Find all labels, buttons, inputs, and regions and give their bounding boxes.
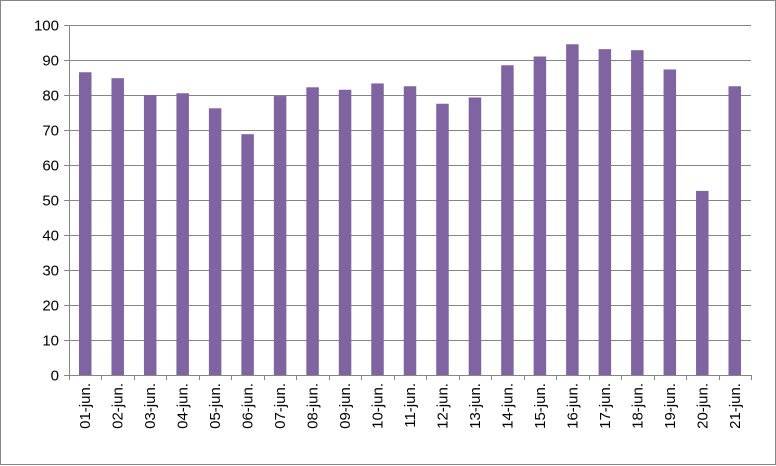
y-tick-label-100: 100 bbox=[34, 18, 59, 35]
x-tick-label-20-jun.: 20-jun. bbox=[694, 383, 711, 429]
x-tick-label-08-jun.: 08-jun. bbox=[305, 383, 322, 429]
x-tick-label-13-jun.: 13-jun. bbox=[467, 383, 484, 429]
bar-02-jun. bbox=[111, 78, 124, 375]
x-tick-label-18-jun.: 18-jun. bbox=[629, 383, 646, 429]
bar-21-jun. bbox=[728, 86, 742, 375]
bar-04-jun. bbox=[176, 93, 189, 375]
bar-09-jun. bbox=[338, 89, 352, 375]
bar-18-jun. bbox=[631, 50, 644, 375]
bar-20-jun. bbox=[696, 190, 709, 375]
bar-05-jun. bbox=[208, 108, 222, 376]
bar-15-jun. bbox=[533, 56, 547, 375]
x-tick-label-04-jun.: 04-jun. bbox=[175, 383, 192, 429]
y-tick-label-70: 70 bbox=[42, 123, 59, 140]
bars bbox=[78, 44, 742, 376]
x-tick-label-05-jun.: 05-jun. bbox=[207, 383, 224, 429]
bar-10-jun. bbox=[371, 83, 384, 375]
y-tick-label-10: 10 bbox=[42, 333, 59, 350]
bar-13-jun. bbox=[468, 97, 482, 375]
x-tick-label-07-jun.: 07-jun. bbox=[272, 383, 289, 429]
y-tick-label-80: 80 bbox=[42, 88, 59, 105]
axes bbox=[69, 25, 751, 376]
bar-19-jun. bbox=[663, 69, 677, 375]
bar-06-jun. bbox=[241, 134, 254, 375]
y-tick-label-60: 60 bbox=[42, 158, 59, 175]
x-tick-label-15-jun.: 15-jun. bbox=[532, 383, 549, 429]
bar-12-jun. bbox=[436, 103, 449, 375]
bar-07-jun. bbox=[273, 96, 287, 376]
bar-01-jun. bbox=[78, 72, 92, 375]
x-tick-label-14-jun.: 14-jun. bbox=[499, 383, 516, 429]
x-tick-label-12-jun.: 12-jun. bbox=[434, 383, 451, 429]
x-tick-label-19-jun.: 19-jun. bbox=[662, 383, 679, 429]
x-tick-label-21-jun.: 21-jun. bbox=[727, 383, 744, 429]
x-axis-ticks: 01-jun. 02-jun. 03-jun. 04-jun. 05-jun. 06-ju… bbox=[69, 375, 752, 429]
bar-03-jun. bbox=[143, 95, 157, 375]
x-tick-label-06-jun.: 06-jun. bbox=[240, 383, 257, 429]
y-tick-label-50: 50 bbox=[42, 193, 59, 210]
y-tick-label-20: 20 bbox=[42, 298, 59, 315]
y-axis-ticks: 0 10 20 30 40 50 60 70 80 90 100 bbox=[34, 18, 69, 385]
bar-11-jun. bbox=[403, 86, 417, 375]
bar-17-jun. bbox=[598, 49, 612, 376]
y-tick-label-40: 40 bbox=[42, 228, 59, 245]
x-tick-label-01-jun.: 01-jun. bbox=[77, 383, 94, 429]
bar-16-jun. bbox=[566, 44, 579, 375]
x-tick-label-10-jun.: 10-jun. bbox=[370, 383, 387, 429]
y-tick-label-90: 90 bbox=[42, 53, 59, 70]
x-tick-label-17-jun.: 17-jun. bbox=[597, 383, 614, 429]
y-tick-label-0: 0 bbox=[51, 368, 59, 385]
x-tick-label-16-jun.: 16-jun. bbox=[564, 383, 581, 429]
bar-08-jun. bbox=[306, 87, 319, 376]
x-tick-label-03-jun.: 03-jun. bbox=[142, 383, 159, 429]
x-tick-label-02-jun.: 02-jun. bbox=[110, 383, 127, 429]
bar-14-jun. bbox=[501, 65, 514, 375]
x-tick-label-11-jun.: 11-jun. bbox=[402, 383, 419, 428]
x-tick-label-09-jun.: 09-jun. bbox=[337, 383, 354, 429]
y-tick-label-30: 30 bbox=[42, 263, 59, 280]
